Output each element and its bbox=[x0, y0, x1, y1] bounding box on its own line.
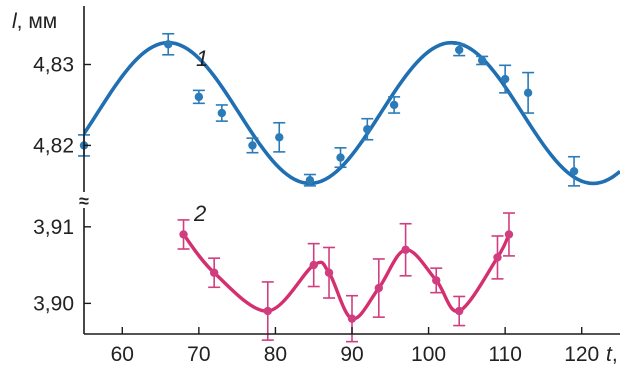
y-tick-label-lower: 3,91 bbox=[33, 216, 74, 239]
series-1-point bbox=[217, 108, 227, 118]
series-1-point bbox=[363, 125, 372, 134]
y-axis-label-symbol: l bbox=[12, 10, 18, 33]
series-1-point bbox=[500, 74, 510, 84]
y-tick-label-upper: 4,83 bbox=[33, 54, 74, 77]
labels-layer: 60 70 80 90 100 110 120 4,82 4,83 3,90 3,91 l, мм t,… bbox=[12, 10, 618, 366]
series-2-point bbox=[347, 314, 357, 323]
series-1-point bbox=[336, 153, 345, 162]
series-2-fit-line bbox=[182, 233, 511, 321]
x-tick-label: 120 bbox=[564, 343, 599, 366]
x-tick-label: 90 bbox=[340, 343, 363, 366]
series-layer bbox=[78, 32, 620, 343]
series-1-fit-line bbox=[84, 40, 620, 186]
axis-break-symbol: ≈ bbox=[79, 191, 89, 211]
x-tick-label: 110 bbox=[488, 343, 521, 366]
series-1-point bbox=[248, 141, 257, 150]
series-1-point bbox=[523, 88, 533, 98]
series-2-point bbox=[324, 268, 334, 277]
x-tick-label: 70 bbox=[187, 343, 210, 366]
series-2-point bbox=[493, 253, 502, 262]
series-1-point bbox=[389, 100, 399, 110]
series-1-point bbox=[164, 40, 173, 49]
series-2-point bbox=[209, 268, 219, 277]
x-axis-label-symbol: t bbox=[606, 343, 613, 366]
x-tick-label: 100 bbox=[411, 343, 446, 366]
series-2-point bbox=[374, 283, 383, 293]
y-tick-label-upper: 4,82 bbox=[33, 134, 74, 157]
series-1-point bbox=[194, 92, 204, 102]
y-axis-label: l, мм bbox=[12, 10, 57, 33]
series-2-point bbox=[263, 306, 272, 316]
x-axis-label: t, bbox=[606, 343, 618, 366]
y-tick-label-lower: 3,90 bbox=[33, 292, 74, 315]
y-axis-label-unit: , мм bbox=[17, 10, 58, 33]
series-2-point bbox=[401, 245, 410, 254]
series-1-point bbox=[305, 176, 315, 185]
series-2-point bbox=[455, 306, 464, 316]
series-1-point bbox=[455, 45, 464, 55]
series-2-point bbox=[432, 276, 441, 285]
series-2-point bbox=[179, 230, 188, 239]
series-1-label: 1 bbox=[196, 46, 208, 71]
series-2-point bbox=[309, 260, 318, 270]
series-1-point bbox=[275, 133, 284, 142]
series-1-point bbox=[477, 56, 487, 65]
x-axis-label-unit: , bbox=[612, 343, 618, 366]
x-tick-label: 60 bbox=[111, 343, 134, 366]
series-1-point bbox=[569, 167, 579, 176]
axes-layer: ≈ bbox=[79, 6, 620, 335]
x-tick-label: 80 bbox=[264, 343, 287, 366]
series-2-label: 2 bbox=[193, 201, 206, 226]
series-2-point bbox=[504, 230, 514, 239]
